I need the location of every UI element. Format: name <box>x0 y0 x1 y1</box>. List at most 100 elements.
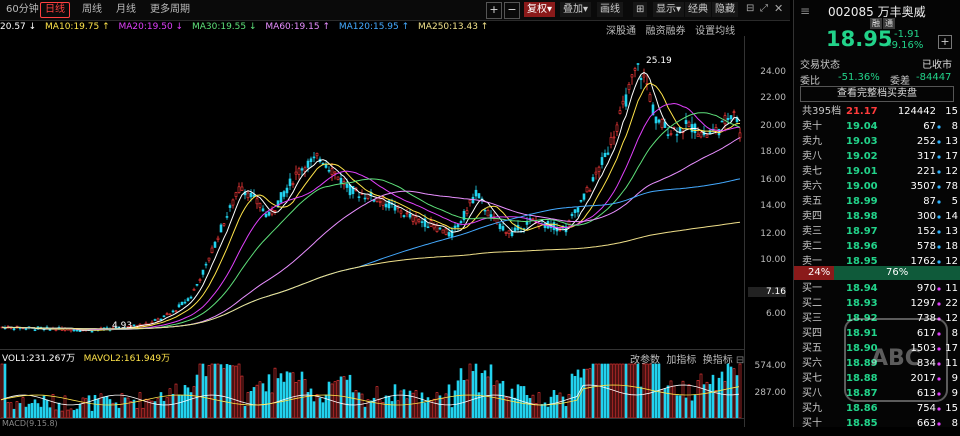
volume-bar <box>693 394 697 418</box>
bid-row[interactable]: 买十 18.85 663 8 <box>794 416 960 431</box>
volume-bar <box>210 363 214 418</box>
ask-row[interactable]: 卖四 18.98 300 14 <box>794 209 960 224</box>
shenguotong-link[interactable]: 深股通 <box>606 26 636 37</box>
candle-body <box>654 116 658 124</box>
tab-weekly[interactable]: 周线 <box>82 4 102 15</box>
display-button[interactable]: 显示▾ <box>653 2 685 17</box>
ask-row[interactable]: 卖九 19.03 252 13 <box>794 134 960 149</box>
bid-row[interactable]: 买五 18.90 1503 17 <box>794 341 960 356</box>
bid-ask-ratio-bar: 24% 76% <box>794 266 960 280</box>
volume-bar <box>591 363 595 418</box>
draw-line-button[interactable]: 画线 <box>597 2 623 17</box>
zoom-out-button[interactable]: − <box>504 2 520 19</box>
candle-body <box>171 310 175 313</box>
candle-body <box>225 216 229 218</box>
level-count: 12 <box>945 166 958 177</box>
ask-row[interactable]: 卖二 18.96 578 18 <box>794 239 960 254</box>
collapse-icon[interactable]: ⊟ <box>735 355 745 366</box>
volume-tools: 改参数 加指标 换指标 ⊟ <box>630 351 744 366</box>
bid-row[interactable]: 买六 18.89 834 11 <box>794 356 960 371</box>
candle-body <box>228 205 232 208</box>
candle-body <box>69 328 73 332</box>
level-label: 买三 <box>802 313 822 324</box>
add-watch-icon[interactable]: + <box>938 35 952 49</box>
candle-body <box>462 210 466 221</box>
volume-bar <box>645 363 649 418</box>
chart-toolbar: 60分钟 日线 周线 月线 更多周期 + − 复权▾ 叠加▾ 画线 ⊞ 显示▾ … <box>0 0 790 21</box>
ask-row[interactable]: 卖十 19.04 67 8 <box>794 119 960 134</box>
candle-body <box>603 152 607 158</box>
volume-bar <box>534 403 538 418</box>
overlay-label: 叠加 <box>563 4 583 15</box>
ask-row[interactable]: 卖一 18.95 1762 12 <box>794 254 960 269</box>
volume-bar <box>141 407 145 418</box>
volume-bar <box>432 398 436 418</box>
kline-chart[interactable] <box>0 36 745 346</box>
candle-body <box>159 318 163 321</box>
volume-bar <box>618 363 622 418</box>
restore-icon[interactable]: ⊟ <box>746 3 755 14</box>
expand-icon[interactable]: ⤢ <box>760 3 768 14</box>
hide-button[interactable]: 隐藏 <box>712 2 738 17</box>
volume-bar <box>426 397 430 418</box>
volume-bar <box>297 379 301 418</box>
ask-row[interactable]: 卖六 19.00 3507 78 <box>794 179 960 194</box>
ma-settings-link[interactable]: 设置均线 <box>695 26 736 37</box>
tab-monthly[interactable]: 月线 <box>116 4 136 15</box>
bid-row[interactable]: 买一 18.94 970 11 <box>794 281 960 296</box>
volume-bar <box>546 406 550 418</box>
zoom-in-button[interactable]: + <box>486 2 502 19</box>
level-dot-icon <box>937 416 941 436</box>
volume-bar <box>681 380 685 418</box>
ask-row[interactable]: 卖三 18.97 152 13 <box>794 224 960 239</box>
margin-trading-link[interactable]: 融资融券 <box>645 26 686 37</box>
tab-60min[interactable]: 60分钟 <box>6 4 39 15</box>
level-dot-icon <box>937 341 941 361</box>
ask-row[interactable]: 卖七 19.01 221 12 <box>794 164 960 179</box>
candle-body <box>675 134 679 136</box>
candle-body <box>264 213 268 218</box>
tab-daily[interactable]: 日线 <box>40 2 70 18</box>
bid-row[interactable]: 买七 18.88 2017 9 <box>794 371 960 386</box>
total-levels-label: 共395档 <box>802 106 842 117</box>
candle-body <box>576 207 580 213</box>
volume-bar <box>495 380 499 418</box>
close-icon[interactable]: ✕ <box>774 2 784 15</box>
fq-button[interactable]: 复权▾ <box>524 2 556 17</box>
change-params-link[interactable]: 改参数 <box>630 355 660 366</box>
full-book-button[interactable]: 查看完整档买卖盘 <box>800 86 954 102</box>
volume-bar <box>21 397 25 418</box>
level-dot-icon <box>937 371 941 391</box>
chevron-down-icon: ▾ <box>583 4 589 15</box>
ask-row[interactable]: 卖八 19.02 317 17 <box>794 149 960 164</box>
volume-bar <box>165 397 169 418</box>
candle-body <box>297 168 301 175</box>
candle-body <box>156 318 160 322</box>
level-volume: 578 <box>916 241 936 252</box>
volume-bar <box>3 363 7 418</box>
switch-indicator-link[interactable]: 换指标 <box>702 355 733 366</box>
candle-body <box>618 110 622 114</box>
menu-icon[interactable]: ≡ <box>800 4 811 18</box>
ask-row[interactable]: 卖五 18.99 87 5 <box>794 194 960 209</box>
tab-more-periods[interactable]: 更多周期 <box>150 4 190 15</box>
candle-body <box>483 209 487 212</box>
low-annotation: 4.93 <box>112 321 133 331</box>
tab-board-button[interactable]: ⊞ <box>633 2 648 17</box>
candle-body <box>210 247 214 254</box>
ma20-value: MA20:19.50 ↓ <box>118 22 184 32</box>
bid-row[interactable]: 买九 18.86 754 15 <box>794 401 960 416</box>
drawing-tools-button[interactable]: 经典 <box>685 2 711 17</box>
candle-body <box>423 218 427 227</box>
volume-bar <box>213 363 217 418</box>
candle-body <box>336 176 340 180</box>
bid-row[interactable]: 买二 18.93 1297 22 <box>794 296 960 311</box>
candle-body <box>606 152 610 155</box>
bid-row[interactable]: 买四 18.91 617 8 <box>794 326 960 341</box>
volume-bar <box>111 402 115 418</box>
add-indicator-link[interactable]: 加指标 <box>666 355 697 366</box>
volume-bar <box>45 399 49 418</box>
candle-body <box>90 330 94 333</box>
overlay-button[interactable]: 叠加▾ <box>560 2 592 17</box>
candle-body <box>393 205 397 211</box>
